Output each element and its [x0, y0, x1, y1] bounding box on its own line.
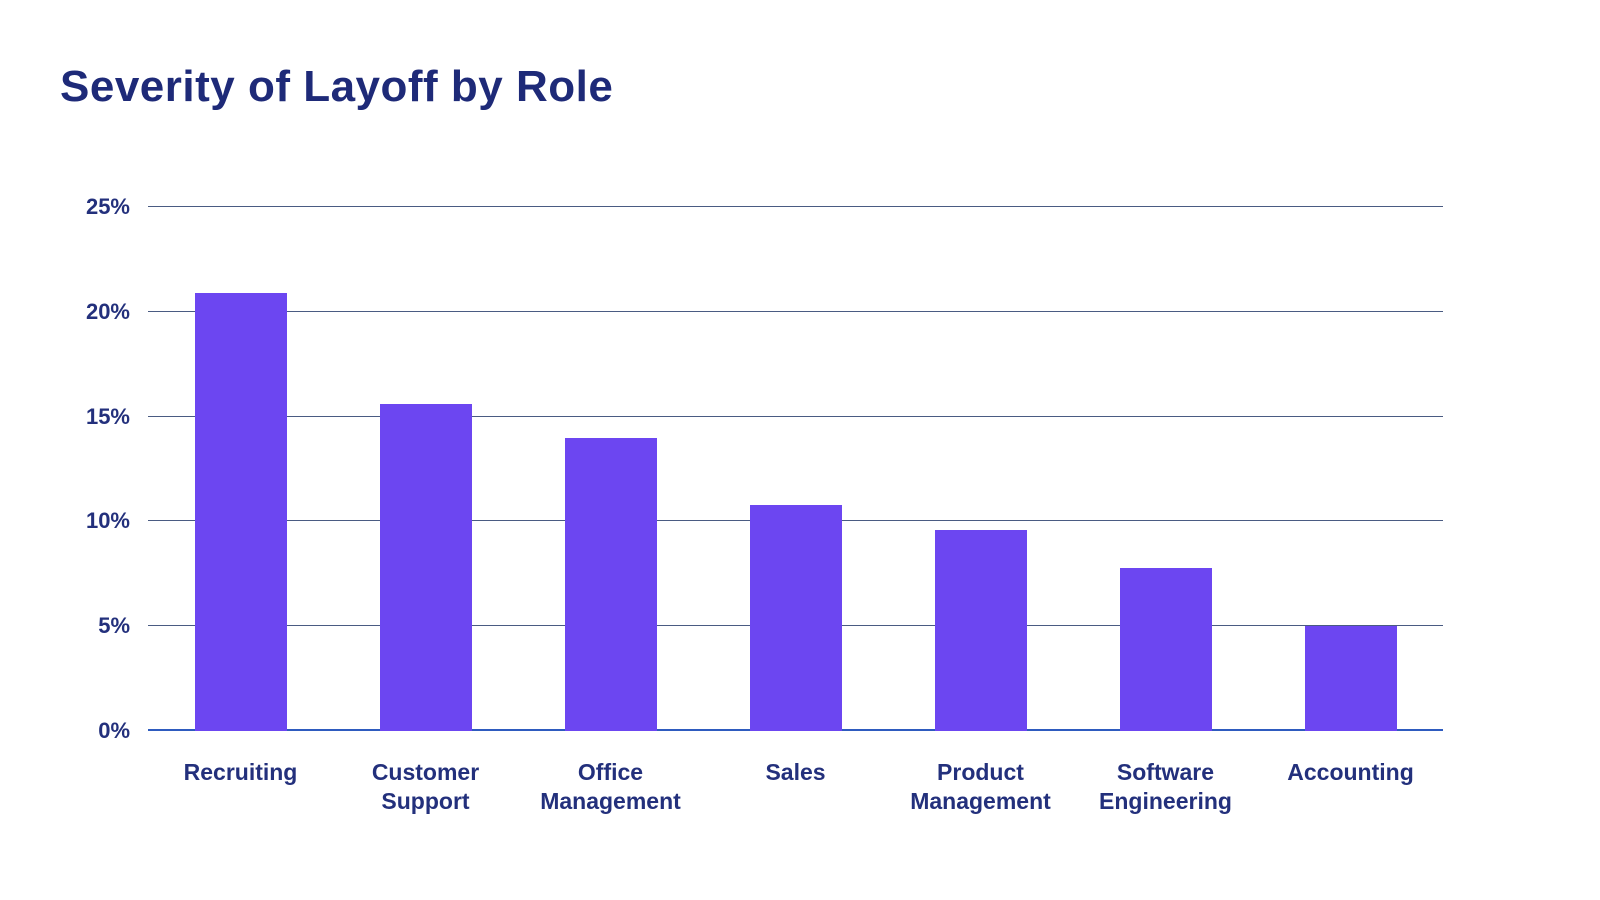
x-category-label: Recruiting	[183, 759, 298, 785]
bar-slot	[703, 207, 888, 731]
bar-slot	[148, 207, 333, 731]
bar-slot	[888, 207, 1073, 731]
plot-area: 0% 5% 10% 15% 20% 25%	[86, 194, 1443, 743]
y-tick-label: 25%	[85, 194, 130, 219]
gridline	[148, 206, 1443, 207]
bar-slot	[1258, 207, 1443, 731]
x-axis-labels: Recruiting Customer Support Office Managem…	[148, 758, 1443, 816]
bar-product-management	[934, 529, 1027, 731]
bar-slot	[518, 207, 703, 731]
y-tick-label: 15%	[85, 403, 130, 429]
x-category-label: Office Management	[540, 759, 681, 814]
bar-office-management	[564, 437, 657, 731]
bar-sales	[749, 504, 842, 731]
gridline	[148, 310, 1443, 312]
y-tick-label: 5%	[98, 613, 130, 639]
bar-recruiting	[194, 292, 287, 731]
y-tick-label: 0%	[98, 718, 130, 743]
y-tick-label: 20%	[85, 298, 130, 324]
x-category-label: Accounting	[1287, 759, 1414, 785]
chart-title: Severity of Layoff by Role	[60, 62, 614, 111]
x-category-label: Software Engineering	[1099, 759, 1232, 814]
bar-software-engineering	[1119, 567, 1212, 731]
x-category-label: Sales	[765, 759, 826, 785]
y-tick-label: 10%	[85, 508, 130, 534]
x-category-label: Customer Support	[371, 759, 480, 814]
bar-accounting	[1304, 626, 1397, 731]
gridline	[148, 415, 1443, 417]
bar-slot	[333, 207, 518, 731]
bar-customer-support	[379, 404, 472, 731]
x-category-label: Product Management	[910, 759, 1051, 814]
bar-slot	[1073, 207, 1258, 731]
bars-layer	[148, 207, 1443, 731]
